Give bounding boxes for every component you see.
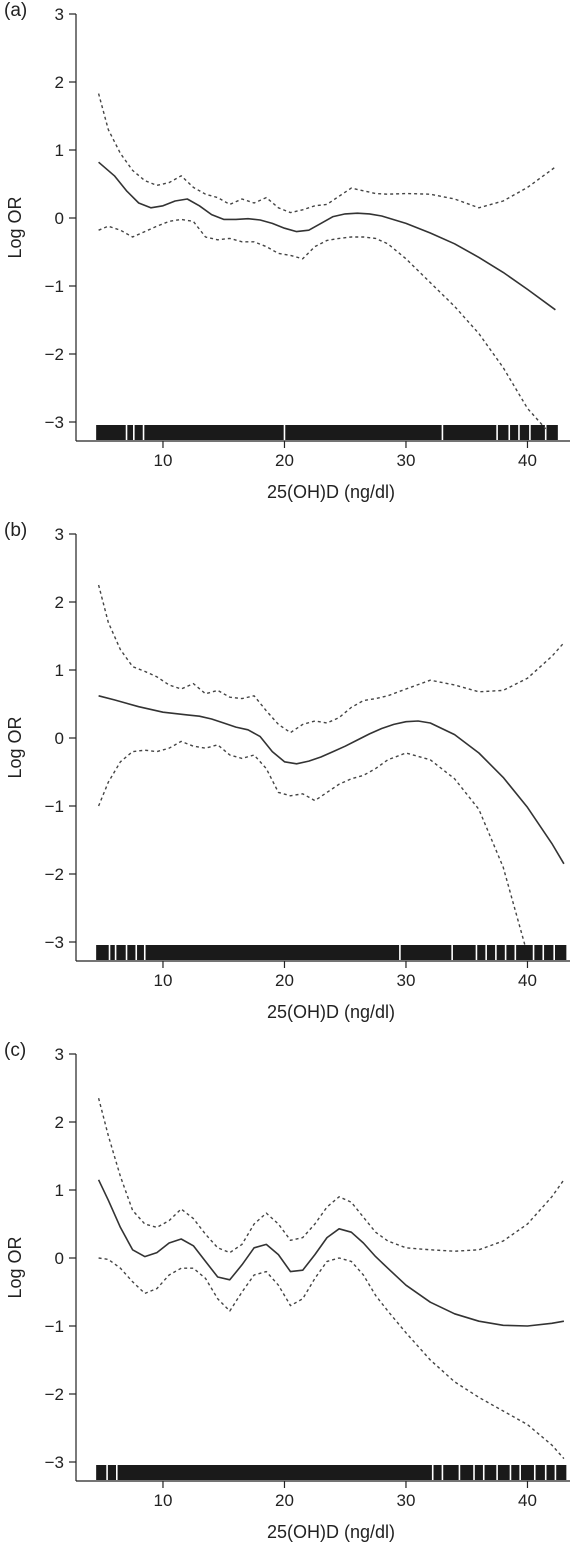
y-tick-label: −1	[45, 277, 64, 296]
y-tick-label: 1	[55, 661, 64, 680]
estimate-line	[97, 1179, 565, 1327]
y-axis-title: Log OR	[5, 716, 25, 778]
lower-ci-line	[98, 1257, 565, 1460]
y-tick-label: 1	[55, 141, 64, 160]
panel-label: (b)	[4, 520, 28, 541]
chart-panel-c: (c) 3 2 1 0 −1 −2 −3 10 20 30 40 25(OH)D (ng/dl) Log…	[0, 1040, 576, 1560]
y-axis-title: Log OR	[5, 196, 25, 258]
y-tick-label: −1	[45, 797, 64, 816]
x-tick-label: 10	[154, 1491, 173, 1510]
lower-ci-line	[97, 740, 526, 946]
y-tick-label: −3	[45, 1453, 64, 1472]
x-tick-label: 10	[154, 451, 173, 470]
y-axis-title: Log OR	[5, 1236, 25, 1298]
x-tick-label: 20	[275, 971, 294, 990]
chart-panel-a: (a) 3 2 1 0 −1 −2 −3 10 20 30 40 25(OH)D (ng/dl) Log…	[0, 0, 576, 520]
y-tick-label: 2	[55, 1113, 64, 1132]
y-tick-label: 2	[55, 73, 64, 92]
y-tick-label: 0	[55, 729, 64, 748]
x-tick-label: 40	[518, 1491, 537, 1510]
y-tick-label: 2	[55, 593, 64, 612]
rug-band	[96, 425, 558, 440]
y-tick-label: 0	[55, 1249, 64, 1268]
y-tick-label: −3	[45, 933, 64, 952]
x-tick-label: 30	[397, 971, 416, 990]
y-tick-label: −2	[45, 865, 64, 884]
panel-label: (c)	[4, 1040, 27, 1061]
x-tick-label: 20	[275, 1491, 294, 1510]
upper-ci-line	[97, 1098, 565, 1254]
estimate-line	[98, 695, 565, 865]
y-tick-label: 3	[55, 5, 64, 24]
chart-panel-b: (b) 3 2 1 0 −1 −2 −3 10 20 30 40 25(OH)D (ng/dl) Log…	[0, 520, 576, 1040]
lower-ci-line	[98, 218, 547, 430]
x-axis-title: 25(OH)D (ng/dl)	[267, 1002, 395, 1022]
panel-label: (a)	[4, 0, 28, 21]
y-tick-label: −3	[45, 413, 64, 432]
rug-band	[96, 945, 567, 960]
y-tick-label: 0	[55, 209, 64, 228]
estimate-line	[98, 161, 556, 311]
x-axis-title: 25(OH)D (ng/dl)	[267, 482, 395, 502]
x-tick-label: 40	[518, 971, 537, 990]
upper-ci-line	[97, 584, 565, 734]
y-tick-label: 1	[55, 1181, 64, 1200]
y-tick-label: −2	[45, 1385, 64, 1404]
x-tick-label: 30	[397, 1491, 416, 1510]
rug-band	[96, 1465, 567, 1480]
x-tick-label: 30	[397, 451, 416, 470]
x-axis-title: 25(OH)D (ng/dl)	[267, 1522, 395, 1542]
y-tick-label: 3	[55, 525, 64, 544]
x-tick-label: 40	[518, 451, 537, 470]
y-tick-label: −2	[45, 345, 64, 364]
x-tick-label: 20	[275, 451, 294, 470]
x-tick-label: 10	[154, 971, 173, 990]
y-tick-label: −1	[45, 1317, 64, 1336]
upper-ci-line	[97, 93, 556, 214]
y-tick-label: 3	[55, 1045, 64, 1064]
